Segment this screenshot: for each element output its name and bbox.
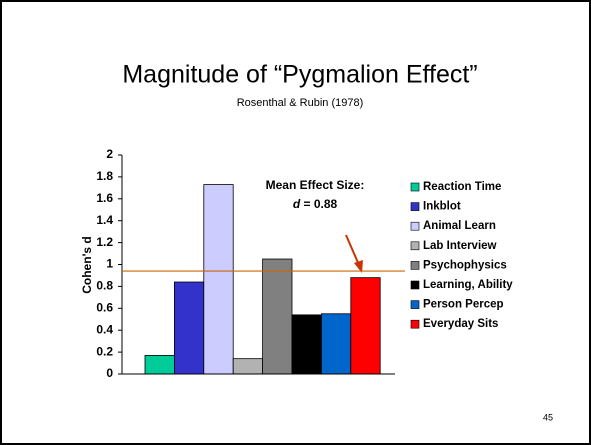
y-tick-label: 1 (106, 257, 113, 271)
y-tick-label: 0.4 (96, 322, 113, 336)
bar (203, 184, 234, 375)
y-tick-label: 2 (106, 147, 113, 161)
y-tick-label: 0.8 (96, 279, 113, 293)
page-number: 45 (543, 412, 553, 422)
annotation-symbol: d (293, 197, 301, 211)
y-tick-label: 0.2 (96, 344, 113, 358)
bar (144, 354, 175, 375)
legend-label: Learning, Ability (423, 279, 513, 291)
legend-label: Reaction Time (423, 181, 501, 193)
legend-label: Person Percep (423, 299, 504, 311)
legend-label: Psychophysics (423, 259, 507, 271)
y-tick-label: 1.4 (96, 213, 113, 227)
chart-title: Magnitude of “Pygmalion Effect” (122, 61, 477, 89)
legend-swatch (410, 221, 420, 231)
arrow-head (354, 260, 363, 273)
legend-label: Inkblot (423, 201, 461, 213)
y-tick-label: 0 (106, 366, 113, 380)
chart-subtitle: Rosenthal & Rubin (1978) (237, 97, 364, 109)
annotation: Mean Effect Size: (266, 178, 365, 192)
y-tick-label: 1.8 (96, 169, 113, 183)
legend-swatch (410, 319, 420, 329)
arrow (345, 234, 360, 266)
annotation: d = 0.88 (293, 197, 338, 211)
y-tick-label: 0.6 (96, 300, 113, 314)
bar (291, 314, 322, 375)
bar (173, 281, 205, 375)
y-tick-label: 1.6 (96, 191, 113, 205)
legend-swatch (410, 280, 420, 290)
legend-swatch (410, 241, 420, 251)
bar (262, 258, 293, 375)
bar (320, 313, 352, 375)
legend-label: Everyday Sits (423, 318, 498, 330)
legend-swatch (410, 300, 420, 309)
legend-label: Lab Interview (423, 240, 497, 252)
bar (232, 358, 263, 375)
legend-label: Animal Learn (423, 220, 496, 232)
annotation-value: = 0.88 (300, 197, 337, 211)
bar (350, 277, 381, 375)
legend-swatch (410, 261, 420, 270)
legend-swatch (410, 202, 420, 211)
legend-swatch (410, 182, 420, 192)
y-axis-label: Cohen's d (80, 236, 94, 294)
y-tick-label: 1.2 (96, 235, 113, 249)
